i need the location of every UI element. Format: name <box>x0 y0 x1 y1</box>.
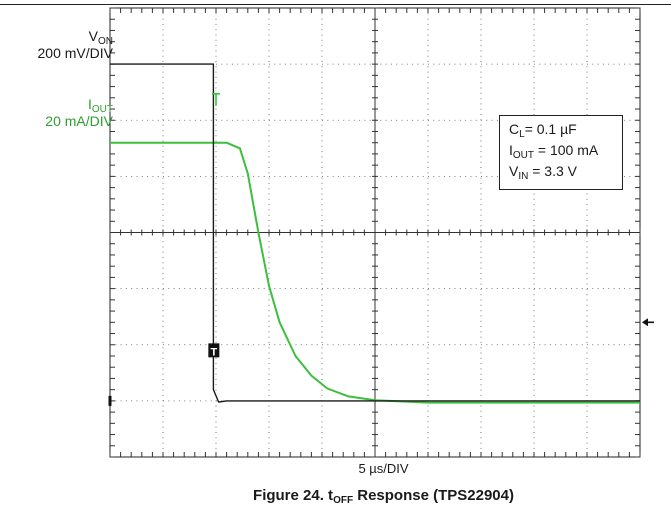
von-scale: 200 mV/DIV <box>37 45 113 61</box>
conditions-legend: CL= 0.1 µF IOUT = 100 mA VIN = 3.3 V <box>499 115 623 190</box>
iout-name: I <box>88 96 92 112</box>
legend-vin: VIN = 3.3 V <box>509 161 622 182</box>
legend-cl: CL= 0.1 µF <box>509 119 622 140</box>
cl-sub: L <box>519 129 525 140</box>
trigger-level-arrow-head <box>642 318 648 327</box>
vin-sub: IN <box>518 171 529 182</box>
grid <box>109 7 641 458</box>
caption-prefix: Figure 24. t <box>253 487 334 504</box>
iout-scale: 20 mA/DIV <box>45 113 113 129</box>
x-axis-label: 5 µs/DIV <box>358 461 409 476</box>
von-name: V <box>88 28 98 44</box>
traces <box>110 63 640 404</box>
legend-iout: IOUT = 100 mA <box>509 140 622 161</box>
series-line-v-on <box>110 63 640 403</box>
top-rule <box>0 4 671 5</box>
caption-suffix: Response (TPS22904) <box>353 487 514 504</box>
iout-legend-sub: OUT <box>512 150 534 161</box>
vin-prefix: V <box>509 163 519 179</box>
von-channel-label: VON 200 mV/DIV <box>38 28 113 62</box>
trigger-marker-label: T <box>210 346 217 358</box>
iout-channel-label: IOUT 20 mA/DIV <box>45 96 113 130</box>
cl-prefix: C <box>509 121 520 137</box>
vin-value: = 3.3 V <box>528 163 577 179</box>
von-sub: ON <box>98 36 113 47</box>
iout-sub: OUT <box>91 104 113 115</box>
trigger-marker-box <box>208 343 220 358</box>
figure-caption: Figure 24. tOFF Response (TPS22904) <box>0 487 671 506</box>
iout-legend-value: = 100 mA <box>534 142 599 158</box>
series-line-i-out <box>110 141 640 404</box>
iout-legend-prefix: I <box>509 142 513 158</box>
markers: T <box>108 93 654 406</box>
cl-value: = 0.1 µF <box>524 121 577 137</box>
caption-sub: OFF <box>333 495 354 506</box>
